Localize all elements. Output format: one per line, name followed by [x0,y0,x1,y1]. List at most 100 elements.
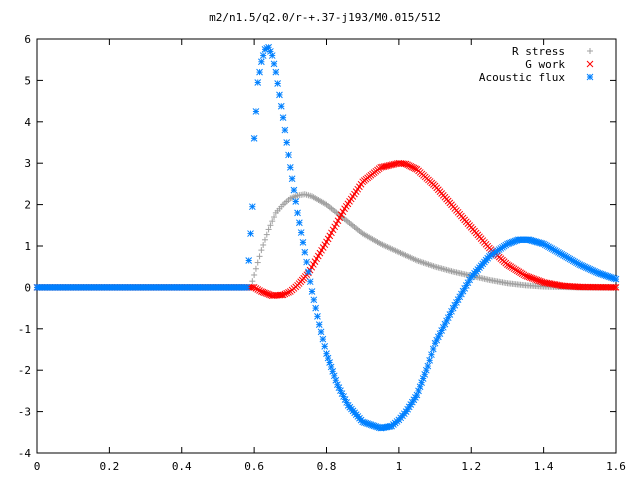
data-point [303,258,310,266]
data-point [317,328,325,336]
data-point [413,391,421,399]
legend-label: Acoustic flux [479,71,565,84]
data-point [256,287,263,294]
data-point [297,229,305,236]
data-point [267,222,274,229]
data-point [283,139,291,146]
data-point [332,376,340,384]
data-point [254,79,262,86]
data-point [612,284,620,291]
data-point [326,359,333,366]
data-point [308,288,316,295]
x-tick-label: 1.2 [461,460,481,473]
data-point [301,248,309,256]
data-point [321,343,329,350]
data-point [305,268,312,276]
series-acoustic-flux [33,43,620,432]
data-point [245,257,253,264]
data-point [250,135,258,142]
data-point [315,321,323,329]
data-point [247,230,254,237]
data-point [254,286,262,293]
data-point [412,165,419,172]
data-point [296,219,303,227]
data-point [310,296,318,304]
y-tick-label: 2 [24,199,31,212]
y-tick-label: -1 [18,323,31,336]
data-point [248,203,256,211]
data-point [323,350,330,357]
data-point [252,108,260,115]
data-point [279,291,287,299]
data-point [612,275,620,283]
data-point [258,58,265,66]
x-tick-label: 0.8 [317,460,337,473]
data-point [265,226,272,233]
data-point [312,304,319,312]
y-tick-label: 0 [24,281,31,294]
y-tick-label: -2 [18,364,31,377]
y-tick-label: 6 [24,33,31,46]
legend-marker [586,73,594,81]
data-point [258,247,265,254]
y-tick-label: 4 [24,116,31,129]
data-point [281,290,289,298]
x-tick-label: 1.4 [534,460,554,473]
data-point [324,354,332,362]
series-g-work [33,159,620,300]
data-point [272,68,280,76]
y-tick-label: 5 [24,74,31,87]
data-point [268,52,276,59]
data-point [292,198,300,205]
data-point [269,218,276,225]
legend-marker [586,60,594,68]
data-point [261,236,268,243]
data-point [285,151,292,159]
y-tick-label: -3 [18,406,31,419]
data-point [428,351,435,359]
x-tick-label: 0 [34,460,41,473]
data-point [294,209,301,217]
chart-title: m2/n1.5/q2.0/r-+.37-j193/M0.015/512 [209,11,441,24]
data-point [249,278,256,285]
data-point [252,265,259,272]
x-tick-label: 1 [396,460,403,473]
data-point [254,259,261,266]
data-point [285,289,292,296]
data-point [260,241,267,248]
data-point [256,68,263,76]
y-tick-label: 3 [24,157,31,170]
legend-label: G work [525,58,565,71]
data-point [283,289,291,297]
y-tick-label: -4 [18,447,32,460]
x-tick-label: 1.6 [606,460,626,473]
legend-marker [587,48,593,54]
data-point [424,362,432,370]
data-point [274,80,282,87]
series-layer [33,43,620,432]
data-point [429,345,437,353]
data-point [276,91,283,99]
data-point [259,52,267,59]
data-point [270,60,278,68]
x-tick-label: 0.4 [172,460,192,473]
data-point [252,285,260,292]
axis-ticks: 0 0.2 0.4 0.6 0.8 1 1.2 1.4 1.6 -4 -3 -2 -1 0 1 2 3 4 5 6 [18,33,626,473]
data-point [299,239,307,246]
data-point [319,335,327,343]
data-point [426,357,433,364]
data-point [314,313,321,320]
y-tick-label: 1 [24,240,31,253]
x-tick-label: 0.6 [244,460,264,473]
data-point [329,368,337,375]
data-point [327,363,335,371]
data-point [290,186,298,194]
data-point [250,284,258,291]
data-point [611,284,618,291]
data-point [330,372,338,380]
data-point [279,114,287,122]
legend-label: R stress [512,45,565,58]
data-point [281,126,289,134]
